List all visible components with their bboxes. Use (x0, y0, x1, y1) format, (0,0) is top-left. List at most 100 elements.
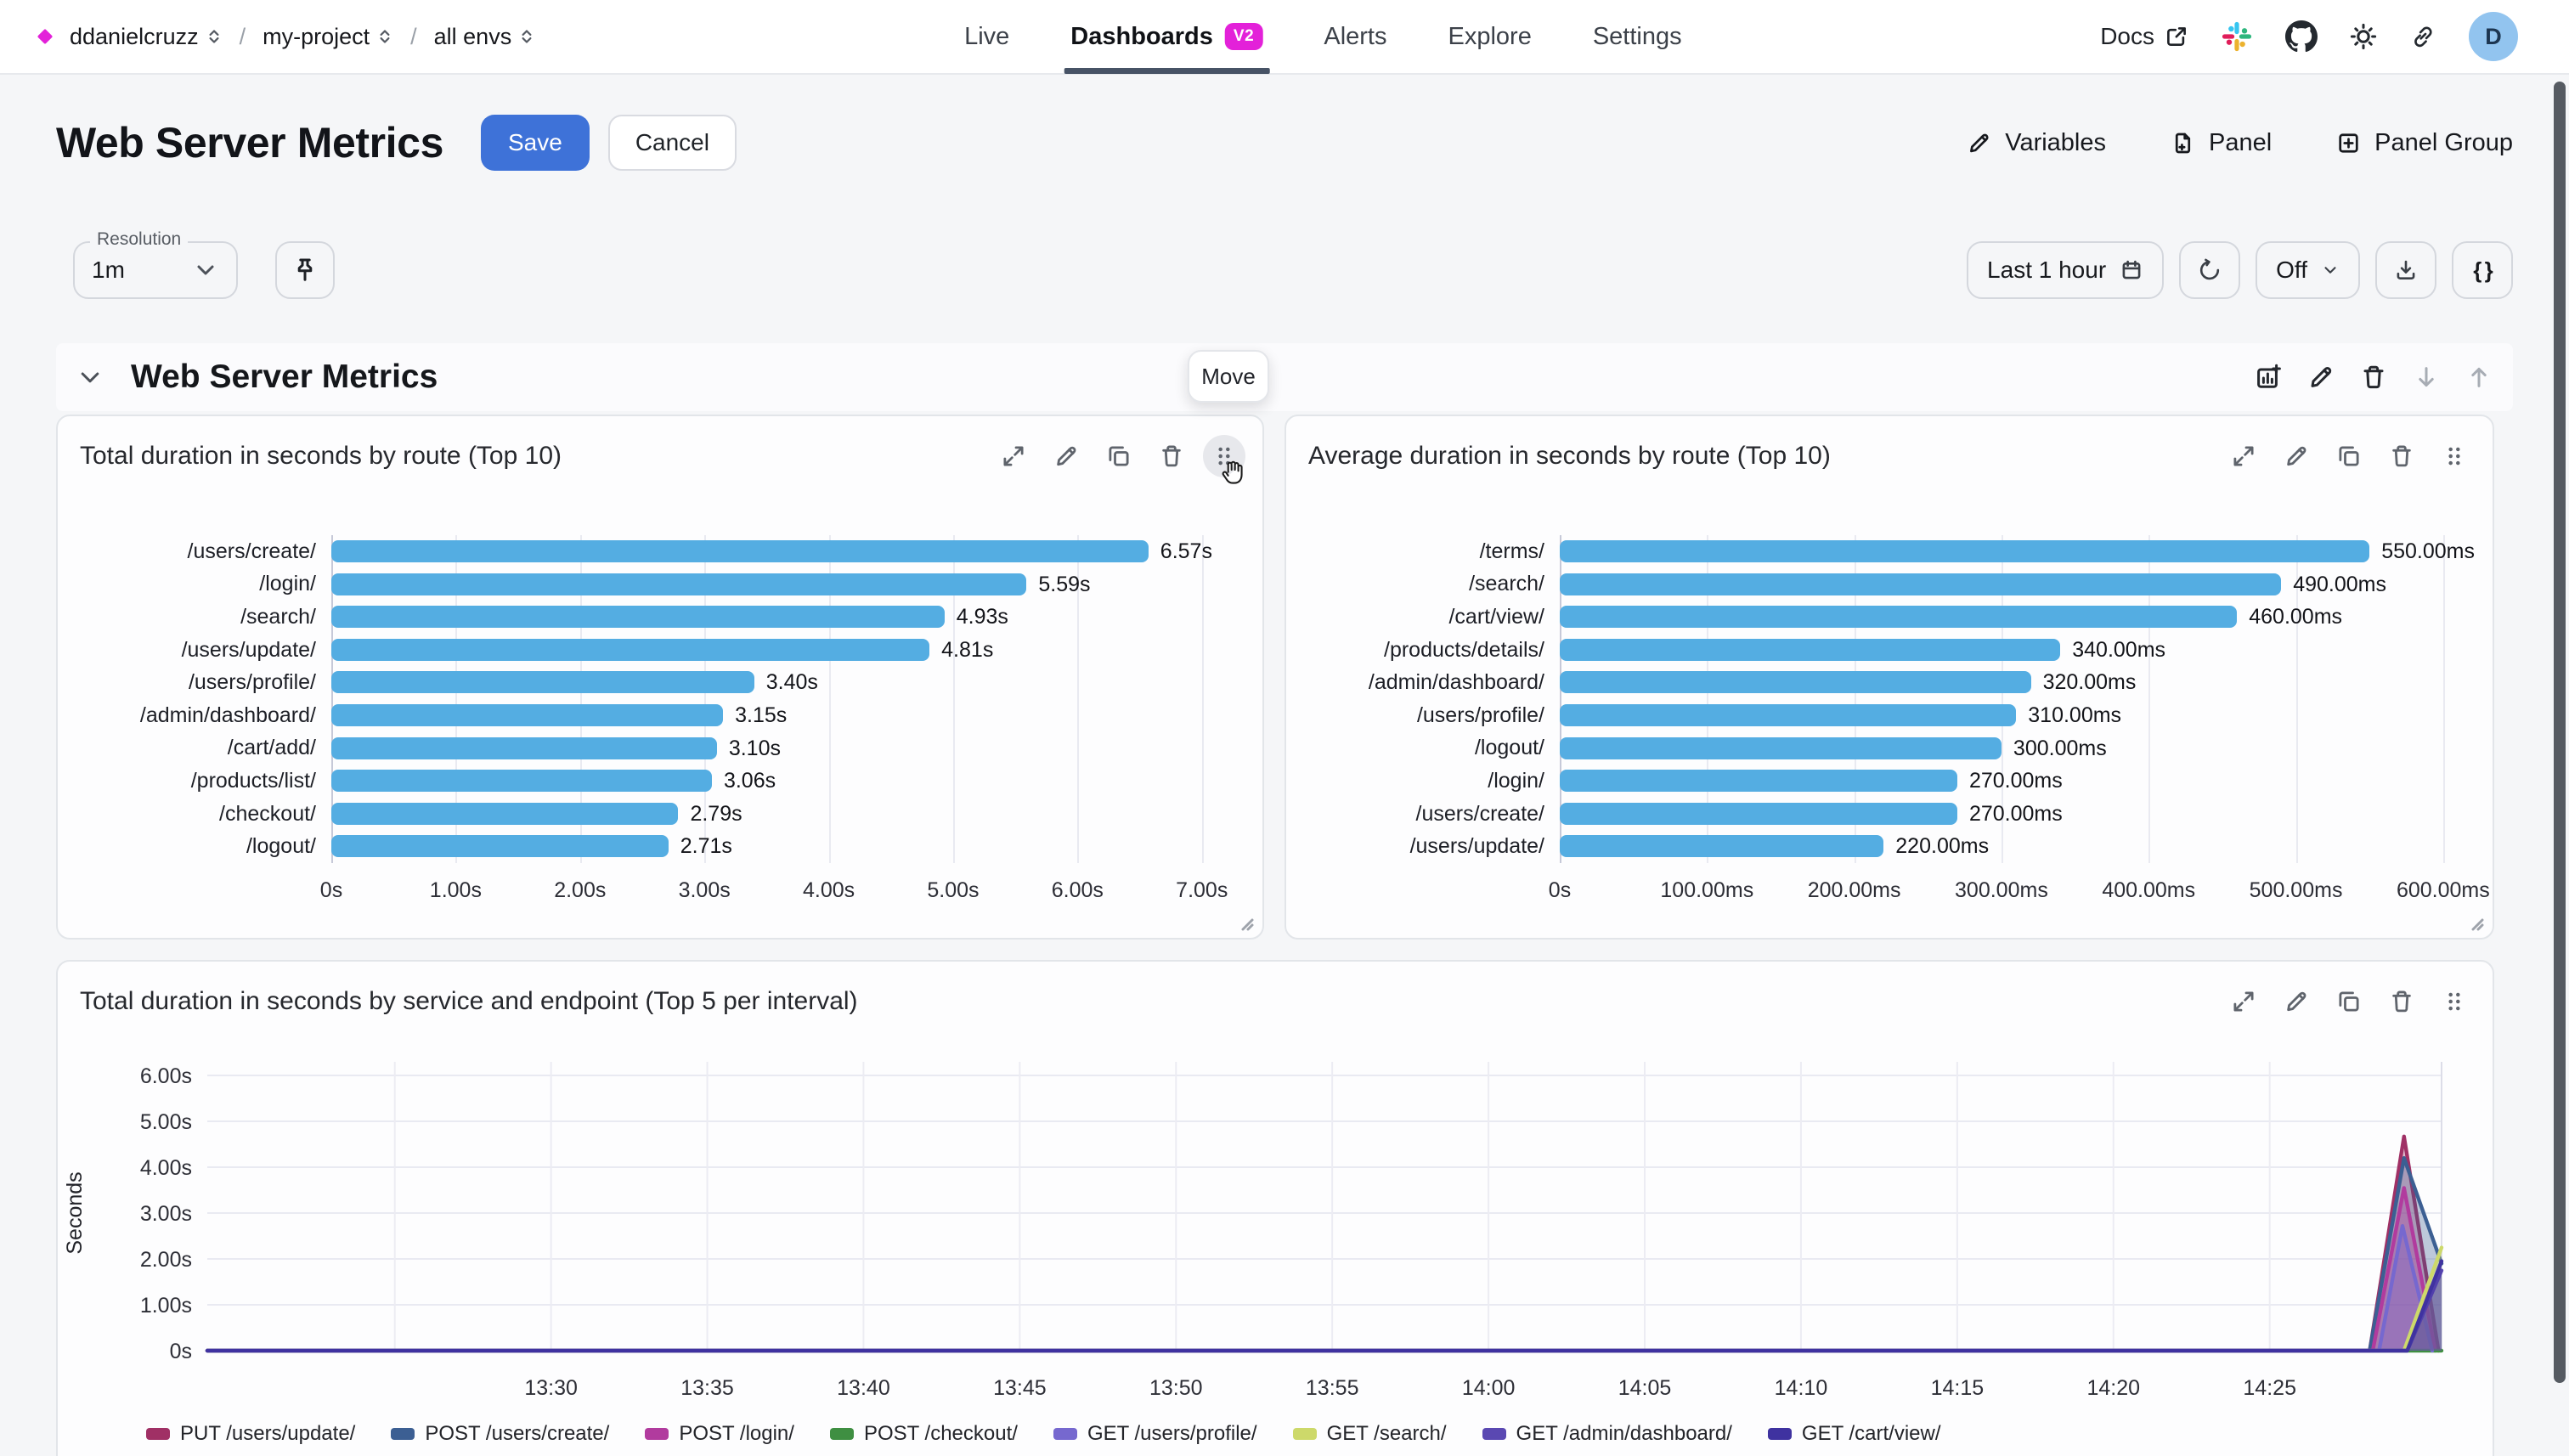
legend-label: GET /users/profile/ (1087, 1422, 1257, 1445)
legend-item[interactable]: POST /login/ (645, 1422, 794, 1446)
sun-icon[interactable] (2350, 23, 2377, 50)
bar[interactable] (331, 770, 712, 793)
tab-dashboards[interactable]: Dashboards V2 (1064, 0, 1270, 74)
legend-item[interactable]: PUT /users/update/ (146, 1422, 355, 1446)
legend-item[interactable]: GET /cart/view/ (1767, 1422, 1941, 1446)
pin-button[interactable] (275, 241, 335, 299)
bar[interactable] (1560, 736, 2002, 759)
arrow-down-icon[interactable] (2413, 364, 2440, 391)
bar-category-label: /search/ (1469, 572, 1544, 596)
cancel-button[interactable]: Cancel (607, 115, 737, 171)
variables-button[interactable]: Variables (1967, 129, 2106, 157)
breadcrumb-org[interactable]: ddanielcruzz (70, 24, 223, 50)
bar-category-label: /search/ (240, 604, 316, 629)
bar[interactable] (331, 835, 669, 858)
bar-category-label: /cart/add/ (227, 736, 316, 760)
bar[interactable] (1560, 802, 1957, 825)
x-axis-tick-label: 7.00s (1176, 878, 1228, 902)
docs-link[interactable]: Docs (2100, 23, 2188, 50)
trash-icon[interactable] (2360, 364, 2387, 391)
bar[interactable] (331, 736, 717, 759)
bar[interactable] (1560, 770, 1957, 793)
chevron-down-icon (192, 257, 219, 284)
bar[interactable] (1560, 703, 2017, 726)
tab-alerts[interactable]: Alerts (1324, 0, 1386, 74)
tab-explore[interactable]: Explore (1448, 0, 1532, 74)
expand-icon[interactable] (2222, 980, 2265, 1023)
slack-icon[interactable] (2221, 20, 2253, 53)
bar-chart-total-duration: /users/create/ /login/ /search/ /users/upda… (80, 535, 1245, 916)
legend-item[interactable]: GET /admin/dashboard/ (1482, 1422, 1732, 1446)
add-panel-group-button[interactable]: Panel Group (2336, 129, 2513, 157)
bar-value-label: 3.15s (735, 703, 788, 727)
bar[interactable] (1560, 573, 2282, 595)
bar[interactable] (1560, 638, 2061, 661)
bar[interactable] (1560, 606, 2238, 629)
resize-handle-icon[interactable] (2460, 907, 2487, 934)
updown-selector-icon (518, 28, 535, 45)
tab-dashboards-label: Dashboards (1070, 22, 1213, 50)
legend-item[interactable]: GET /search/ (1292, 1422, 1447, 1446)
expand-icon[interactable] (992, 435, 1035, 477)
resize-handle-icon[interactable] (1230, 907, 1257, 934)
duplicate-icon[interactable] (2328, 980, 2370, 1023)
tab-settings[interactable]: Settings (1593, 0, 1682, 74)
page-scrollbar[interactable] (2554, 82, 2566, 1383)
breadcrumb-env[interactable]: all envs (434, 24, 536, 50)
bar-category-label: /admin/dashboard/ (1368, 670, 1544, 695)
resolution-select[interactable]: Resolution 1m (73, 229, 238, 299)
bar[interactable] (331, 573, 1027, 595)
bar[interactable] (331, 540, 1149, 562)
legend-item[interactable]: POST /users/create/ (391, 1422, 609, 1446)
github-icon[interactable] (2285, 20, 2318, 53)
breadcrumb-project[interactable]: my-project (263, 24, 393, 50)
bar[interactable] (331, 606, 945, 629)
drag-handle-icon[interactable] (1203, 435, 1245, 484)
trash-icon[interactable] (2380, 980, 2423, 1023)
svg-text:14:20: 14:20 (2086, 1376, 2140, 1400)
trash-icon[interactable] (2380, 435, 2423, 477)
avatar[interactable]: D (2469, 12, 2518, 61)
add-panel-button[interactable]: Panel (2171, 129, 2272, 157)
external-link-icon (2165, 25, 2188, 48)
pencil-icon[interactable] (2275, 980, 2318, 1023)
trash-icon[interactable] (1150, 435, 1193, 477)
drag-handle-icon[interactable] (2433, 435, 2476, 477)
legend-swatch (1482, 1428, 1506, 1440)
bar[interactable] (331, 802, 679, 825)
arrow-up-icon[interactable] (2465, 364, 2493, 391)
legend-item[interactable]: POST /checkout/ (829, 1422, 1018, 1446)
duplicate-icon[interactable] (2328, 435, 2370, 477)
link-icon[interactable] (2409, 23, 2436, 50)
bar[interactable] (331, 703, 724, 726)
save-button[interactable]: Save (480, 115, 590, 171)
time-range-button[interactable]: Last 1 hour (1967, 241, 2165, 299)
gridline (1560, 535, 1561, 863)
panel-total-duration-by-route: Total duration in seconds by route (Top … (56, 415, 1264, 940)
pencil-icon[interactable] (1045, 435, 1087, 477)
expand-icon[interactable] (2222, 435, 2265, 477)
drag-handle-icon[interactable] (2433, 980, 2476, 1023)
download-button[interactable] (2375, 241, 2436, 299)
refresh-button[interactable] (2179, 241, 2241, 299)
svg-text:13:55: 13:55 (1306, 1376, 1359, 1400)
bar[interactable] (1560, 835, 1884, 858)
bar[interactable] (1560, 671, 2031, 694)
bar[interactable] (331, 638, 930, 661)
bar[interactable] (331, 671, 754, 694)
svg-text:2.00s: 2.00s (140, 1248, 192, 1272)
legend-item[interactable]: GET /users/profile/ (1053, 1422, 1257, 1446)
panel-group-label: Panel Group (2374, 128, 2513, 156)
pencil-icon[interactable] (2275, 435, 2318, 477)
calendar-icon (2120, 258, 2143, 282)
legend-swatch (829, 1428, 854, 1440)
bar[interactable] (1560, 540, 2370, 562)
add-chart-icon[interactable] (2255, 364, 2282, 391)
auto-refresh-select[interactable]: Off (2256, 241, 2360, 299)
collapse-chevron-icon[interactable] (76, 364, 104, 391)
json-view-button[interactable]: { } (2452, 241, 2513, 299)
pencil-icon[interactable] (2307, 364, 2335, 391)
tab-live[interactable]: Live (964, 0, 1009, 74)
header-actions: Variables Panel Panel Group (1967, 129, 2513, 157)
duplicate-icon[interactable] (1098, 435, 1140, 477)
